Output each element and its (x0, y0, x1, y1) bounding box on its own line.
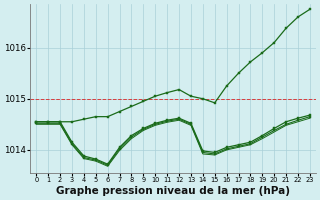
X-axis label: Graphe pression niveau de la mer (hPa): Graphe pression niveau de la mer (hPa) (56, 186, 290, 196)
